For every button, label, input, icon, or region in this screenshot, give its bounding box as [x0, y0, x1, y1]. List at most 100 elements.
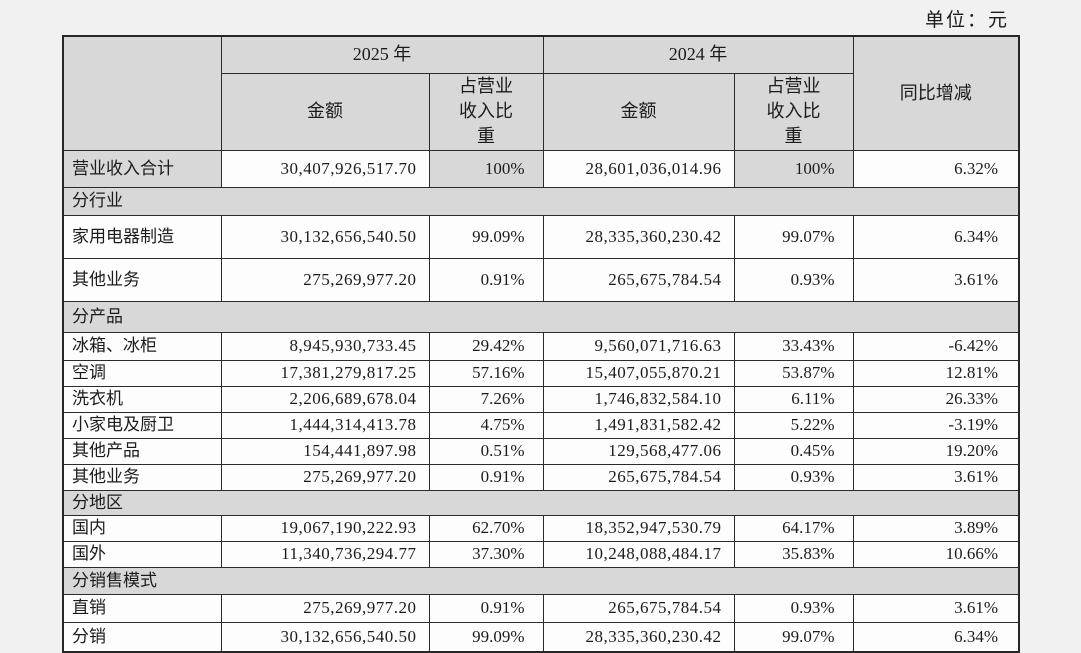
ratio-2025-cell: 0.51% [428, 437, 544, 465]
table-row: 其他产品 154,441,897.98 0.51% 129,568,477.06 0.4… [62, 437, 1020, 465]
amount-2024-cell: 1,491,831,582.42 [542, 411, 735, 439]
yoy-cell: 10.66% [852, 540, 1020, 568]
amount-2025-cell: 19,067,190,222.93 [220, 514, 430, 542]
yoy-cell: -6.42% [852, 331, 1020, 361]
amount-2025-cell: 17,381,279,817.25 [220, 359, 430, 387]
table-row: 其他业务 275,269,977.20 0.91% 265,675,784.54 0.9… [62, 257, 1020, 302]
category-cell: 洗衣机 [62, 385, 222, 413]
category-cell: 其他产品 [62, 437, 222, 465]
amount-2025-cell: 30,132,656,540.50 [220, 214, 430, 259]
category-cell: 家用电器制造 [62, 214, 222, 259]
revenue-breakdown-table: 2025 年 2024 年 同比增减 金额 占营业收入比重 金额 占营业收入比重… [62, 35, 1020, 653]
section-row: 分地区 [62, 489, 1020, 516]
yoy-header: 同比增减 [852, 35, 1020, 151]
corner-cell [62, 35, 222, 151]
table-row: 冰箱、冰柜 8,945,930,733.45 29.42% 9,560,071,716… [62, 331, 1020, 361]
amount-2025-cell: 30,407,926,517.70 [220, 149, 430, 188]
ratio-2025-cell: 100% [428, 149, 544, 188]
ratio-2024-cell: 0.93% [733, 257, 854, 302]
yoy-cell: 12.81% [852, 359, 1020, 387]
category-cell: 小家电及厨卫 [62, 411, 222, 439]
yoy-cell: 3.61% [852, 463, 1020, 491]
ratio-2025-cell: 99.09% [428, 621, 544, 653]
section-label: 分行业 [62, 186, 1020, 216]
category-cell: 冰箱、冰柜 [62, 331, 222, 361]
year-2025-header: 2025 年 [220, 35, 544, 74]
amount-2024-cell: 28,335,360,230.42 [542, 621, 735, 653]
amount-2025-cell: 8,945,930,733.45 [220, 331, 430, 361]
category-cell: 其他业务 [62, 463, 222, 491]
yoy-cell: 3.61% [852, 593, 1020, 623]
amount-2025-cell: 275,269,977.20 [220, 463, 430, 491]
amount-header-2024: 金额 [542, 73, 735, 151]
amount-2025-cell: 154,441,897.98 [220, 437, 430, 465]
year-2024-header: 2024 年 [542, 35, 854, 74]
yoy-cell: 3.89% [852, 514, 1020, 542]
amount-2024-cell: 129,568,477.06 [542, 437, 735, 465]
amount-2024-cell: 265,675,784.54 [542, 463, 735, 491]
ratio-2024-cell: 5.22% [733, 411, 854, 439]
table-row: 分销 30,132,656,540.50 99.09% 28,335,360,230.… [62, 621, 1020, 653]
yoy-cell: 26.33% [852, 385, 1020, 413]
category-cell: 营业收入合计 [62, 149, 222, 188]
section-row: 分销售模式 [62, 566, 1020, 595]
table-row: 国外 11,340,736,294.77 37.30% 10,248,088,484.… [62, 540, 1020, 568]
ratio-2024-cell: 0.93% [733, 593, 854, 623]
yoy-cell: 6.32% [852, 149, 1020, 188]
yoy-cell: 6.34% [852, 621, 1020, 653]
ratio-2024-cell: 6.11% [733, 385, 854, 413]
table-row: 其他业务 275,269,977.20 0.91% 265,675,784.54 0.9… [62, 463, 1020, 491]
amount-2025-cell: 1,444,314,413.78 [220, 411, 430, 439]
category-cell: 其他业务 [62, 257, 222, 302]
amount-2024-cell: 28,335,360,230.42 [542, 214, 735, 259]
amount-header-2025: 金额 [220, 73, 430, 151]
yoy-cell: -3.19% [852, 411, 1020, 439]
category-cell: 直销 [62, 593, 222, 623]
amount-2024-cell: 15,407,055,870.21 [542, 359, 735, 387]
ratio-2025-cell: 99.09% [428, 214, 544, 259]
ratio-2024-cell: 100% [733, 149, 854, 188]
table-header: 2025 年 2024 年 同比增减 金额 占营业收入比重 金额 占营业收入比重 [62, 35, 1020, 151]
amount-2025-cell: 11,340,736,294.77 [220, 540, 430, 568]
amount-2024-cell: 9,560,071,716.63 [542, 331, 735, 361]
ratio-2025-cell: 0.91% [428, 463, 544, 491]
amount-2025-cell: 275,269,977.20 [220, 593, 430, 623]
amount-2024-cell: 265,675,784.54 [542, 593, 735, 623]
table-row: 营业收入合计 30,407,926,517.70 100% 28,601,036,01… [62, 149, 1020, 188]
table-body: 营业收入合计 30,407,926,517.70 100% 28,601,036,01… [62, 149, 1020, 653]
yoy-cell: 19.20% [852, 437, 1020, 465]
section-label: 分产品 [62, 300, 1020, 333]
amount-2025-cell: 30,132,656,540.50 [220, 621, 430, 653]
amount-2024-cell: 10,248,088,484.17 [542, 540, 735, 568]
table-row: 空调 17,381,279,817.25 57.16% 15,407,055,870.… [62, 359, 1020, 387]
section-label: 分销售模式 [62, 566, 1020, 595]
section-label: 分地区 [62, 489, 1020, 516]
amount-2024-cell: 1,746,832,584.10 [542, 385, 735, 413]
amount-2025-cell: 2,206,689,678.04 [220, 385, 430, 413]
yoy-cell: 3.61% [852, 257, 1020, 302]
yoy-cell: 6.34% [852, 214, 1020, 259]
unit-label: 单位：元 [924, 10, 1009, 31]
ratio-2025-cell: 37.30% [428, 540, 544, 568]
amount-2024-cell: 265,675,784.54 [542, 257, 735, 302]
ratio-2025-cell: 29.42% [428, 331, 544, 361]
ratio-2025-cell: 7.26% [428, 385, 544, 413]
table-row: 家用电器制造 30,132,656,540.50 99.09% 28,335,360,… [62, 214, 1020, 259]
ratio-2024-cell: 0.93% [733, 463, 854, 491]
ratio-2025-cell: 62.70% [428, 514, 544, 542]
amount-2025-cell: 275,269,977.20 [220, 257, 430, 302]
table-row: 小家电及厨卫 1,444,314,413.78 4.75% 1,491,831,582… [62, 411, 1020, 439]
ratio-2024-cell: 35.83% [733, 540, 854, 568]
ratio-header-2025: 占营业收入比重 [428, 73, 544, 151]
table-row: 国内 19,067,190,222.93 62.70% 18,352,947,530.… [62, 514, 1020, 542]
ratio-2024-cell: 99.07% [733, 621, 854, 653]
ratio-header-2024: 占营业收入比重 [733, 73, 854, 151]
ratio-2024-cell: 0.45% [733, 437, 854, 465]
amount-2024-cell: 28,601,036,014.96 [542, 149, 735, 188]
category-cell: 空调 [62, 359, 222, 387]
ratio-2025-cell: 0.91% [428, 257, 544, 302]
ratio-2024-cell: 99.07% [733, 214, 854, 259]
amount-2024-cell: 18,352,947,530.79 [542, 514, 735, 542]
section-row: 分产品 [62, 300, 1020, 333]
